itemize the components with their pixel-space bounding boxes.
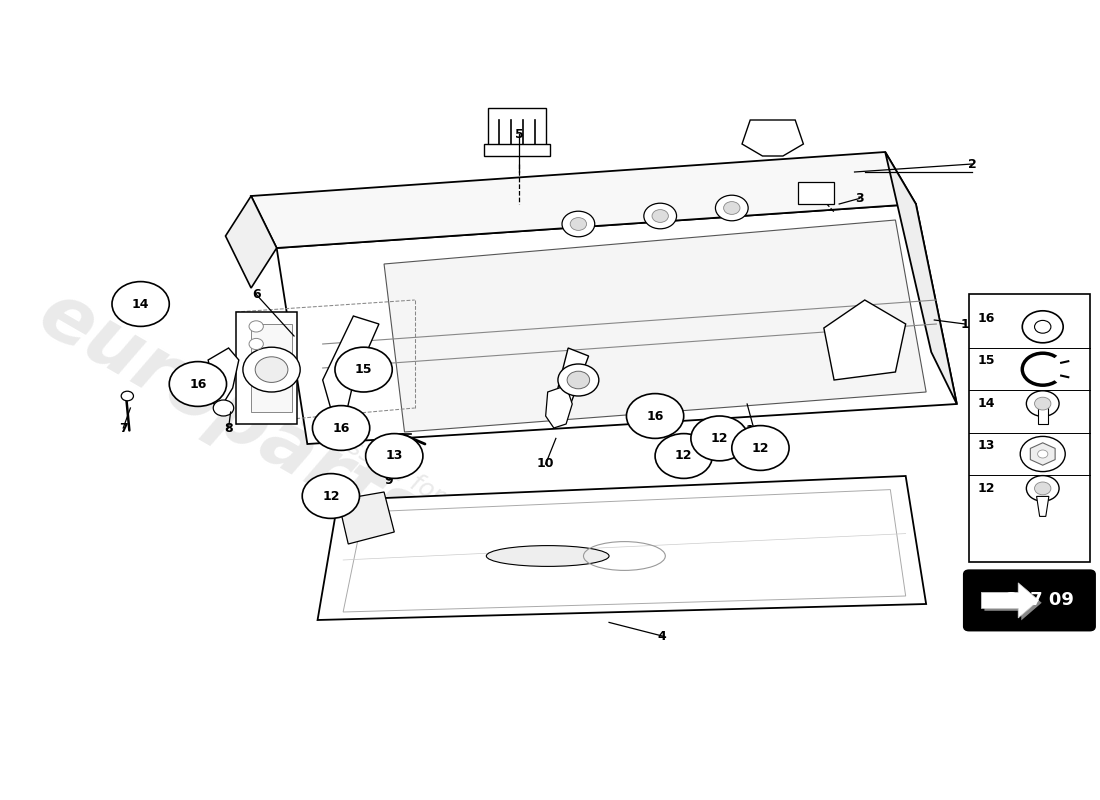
Circle shape [1034,482,1050,494]
Circle shape [365,434,422,478]
Text: 4: 4 [658,630,667,642]
Polygon shape [824,300,905,380]
Text: 13: 13 [977,439,994,452]
Text: 14: 14 [977,397,994,410]
Circle shape [691,416,748,461]
Polygon shape [322,316,378,418]
Ellipse shape [486,546,609,566]
Text: 13: 13 [386,450,403,462]
Polygon shape [984,585,1042,621]
Text: 3: 3 [856,192,864,205]
Polygon shape [251,324,292,412]
Polygon shape [484,144,550,156]
Text: 16: 16 [647,410,663,422]
Polygon shape [235,312,297,424]
FancyBboxPatch shape [964,570,1094,630]
Circle shape [1026,475,1059,501]
Circle shape [652,210,669,222]
Circle shape [558,364,598,396]
Polygon shape [251,152,916,248]
Circle shape [732,426,789,470]
Text: a passion for parts since 1985: a passion for parts since 1985 [296,407,636,617]
Circle shape [1034,321,1050,334]
Circle shape [626,394,684,438]
Text: europarts: europarts [25,276,436,556]
Polygon shape [546,386,572,428]
Polygon shape [226,196,277,288]
Circle shape [336,347,393,392]
Circle shape [715,195,748,221]
Text: 1: 1 [960,318,969,330]
Circle shape [121,391,133,401]
Circle shape [568,371,590,389]
Text: 10: 10 [537,458,554,470]
Text: 12: 12 [977,482,994,494]
Circle shape [656,434,713,478]
Circle shape [1020,437,1065,472]
Circle shape [302,474,360,518]
Text: 857 09: 857 09 [1005,591,1074,610]
Circle shape [1026,390,1059,416]
Circle shape [570,218,586,230]
Circle shape [243,347,300,392]
Polygon shape [384,220,926,432]
Text: 12: 12 [322,490,340,502]
Text: 9: 9 [385,474,394,486]
Polygon shape [277,204,957,444]
Text: 7: 7 [119,422,128,434]
Polygon shape [742,120,803,156]
Circle shape [562,211,595,237]
Polygon shape [1036,496,1049,517]
Circle shape [312,406,370,450]
Polygon shape [208,348,239,408]
Text: 5: 5 [515,128,524,141]
Text: 6: 6 [252,288,261,301]
Circle shape [249,321,263,332]
Polygon shape [981,582,1038,618]
Polygon shape [318,476,926,620]
Text: 16: 16 [332,422,350,434]
Text: 8: 8 [224,422,233,434]
Text: 11: 11 [746,424,763,437]
Polygon shape [886,152,957,404]
Text: 16: 16 [189,378,207,390]
Bar [1037,402,1048,424]
Text: 12: 12 [751,442,769,454]
Text: 15: 15 [355,363,372,376]
Circle shape [724,202,740,214]
Circle shape [1037,450,1048,458]
Circle shape [213,400,233,416]
Polygon shape [553,348,588,416]
Polygon shape [1031,443,1055,465]
Circle shape [644,203,676,229]
Circle shape [1034,397,1050,410]
Bar [969,294,1090,562]
Text: 15: 15 [977,354,994,367]
Circle shape [169,362,227,406]
Wedge shape [1043,354,1067,384]
Text: 12: 12 [675,450,693,462]
Polygon shape [488,108,546,150]
Text: 2: 2 [968,158,977,170]
Text: 12: 12 [711,432,728,445]
Circle shape [249,338,263,350]
Polygon shape [338,492,394,544]
Circle shape [1022,311,1064,343]
Text: 14: 14 [132,298,150,310]
Circle shape [112,282,169,326]
Polygon shape [799,182,834,204]
Text: 16: 16 [977,312,994,325]
Circle shape [255,357,288,382]
